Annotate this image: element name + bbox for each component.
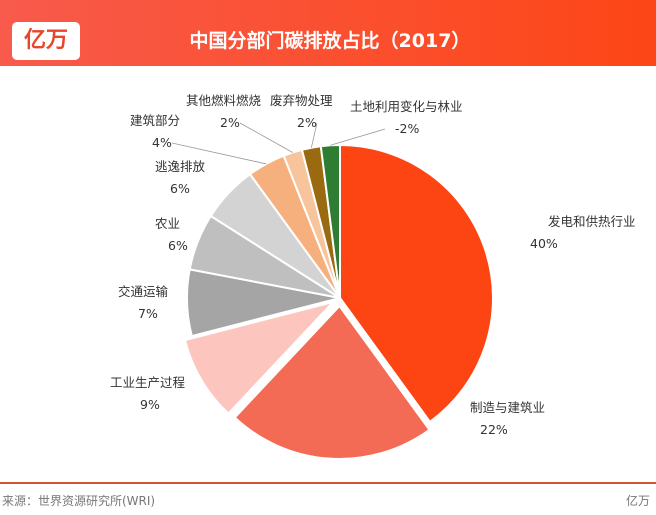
value-label: -2% — [395, 121, 419, 136]
pie-slice-1 — [233, 304, 431, 460]
header-banner: 亿万 中国分部门碳排放占比（2017） — [0, 0, 656, 66]
value-label: 2% — [297, 115, 317, 130]
leader-line — [171, 142, 267, 165]
category-label: 土地利用变化与林业 — [350, 99, 463, 114]
value-label: 9% — [140, 397, 160, 412]
category-label: 废弃物处理 — [270, 93, 333, 108]
pie-slice-2 — [183, 300, 337, 416]
category-label: 发电和供热行业 — [548, 214, 636, 229]
category-label: 农业 — [155, 216, 180, 231]
source-note: 来源：世界资源研究所(WRI) — [2, 494, 156, 508]
category-label: 其他燃料燃烧 — [186, 93, 262, 108]
category-label: 制造与建筑业 — [470, 400, 545, 415]
leader-line — [310, 122, 318, 148]
leader-line — [239, 122, 293, 153]
category-label: 交通运输 — [118, 284, 169, 299]
leader-line — [330, 128, 386, 146]
category-label: 工业生产过程 — [110, 375, 186, 390]
value-label: 22% — [480, 422, 508, 437]
brand-mark: 亿万 — [625, 494, 650, 508]
value-label: 7% — [138, 306, 158, 321]
value-label: 40% — [530, 236, 558, 251]
value-label: 4% — [152, 135, 172, 150]
page-title: 中国分部门碳排放占比（2017） — [189, 30, 471, 52]
category-label: 逃逸排放 — [155, 159, 206, 174]
value-label: 2% — [220, 115, 240, 130]
divider — [0, 482, 656, 484]
pie-chart: 发电和供热行业 40% 制造与建筑业 22% 工业生产过程 9% 交通运输 7% 农业 6% 逃逸排… — [110, 93, 636, 460]
pie-slice-0 — [339, 143, 494, 424]
logo: 亿万 — [12, 22, 80, 60]
value-label: 6% — [170, 181, 190, 196]
category-label: 建筑部分 — [130, 113, 180, 128]
value-label: 6% — [168, 238, 188, 253]
